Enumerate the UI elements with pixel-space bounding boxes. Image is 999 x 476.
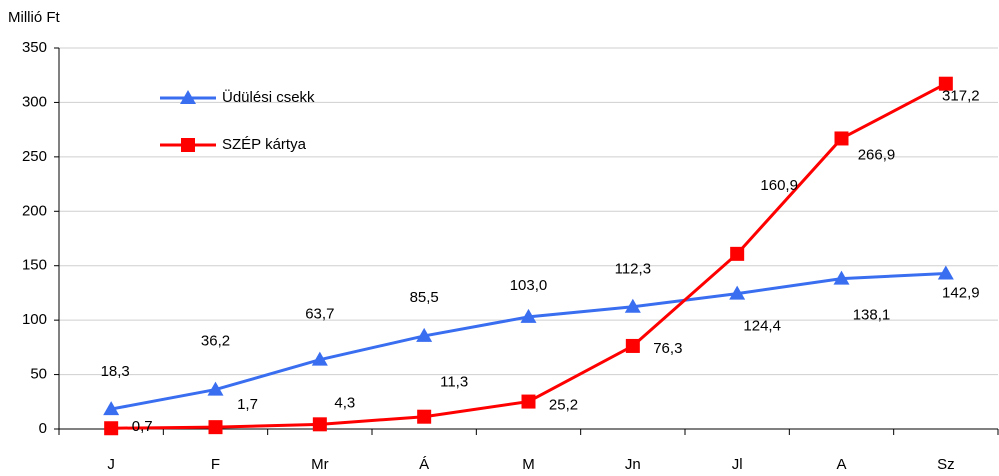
marker [729, 285, 746, 300]
data-label: 160,9 [760, 177, 798, 194]
x-tick-label: Á [419, 456, 429, 473]
x-tick-label: Mr [311, 456, 329, 473]
data-label: 25,2 [549, 397, 578, 414]
y-tick-label: 250 [22, 148, 47, 165]
y-tick-label: 150 [22, 257, 47, 274]
marker [833, 270, 850, 285]
data-label: 266,9 [858, 146, 896, 163]
marker [103, 401, 120, 416]
marker [207, 381, 224, 396]
y-tick-label: 50 [30, 366, 47, 383]
y-tick-label: 300 [22, 93, 47, 110]
marker [834, 131, 849, 146]
data-label: 1,7 [237, 396, 258, 413]
data-label: 317,2 [942, 88, 980, 105]
marker [938, 76, 953, 91]
marker [311, 351, 328, 366]
data-label: 142,9 [942, 284, 980, 301]
marker [625, 338, 640, 353]
y-tick-label: 350 [22, 39, 47, 56]
legend-label: SZÉP kártya [222, 136, 307, 153]
data-label: 4,3 [334, 394, 355, 411]
x-tick-label: Sz [937, 456, 955, 473]
x-tick-label: Jl [732, 456, 743, 473]
marker [417, 409, 432, 424]
marker [937, 265, 954, 280]
y-axis-label: Millió Ft [8, 9, 60, 26]
marker [520, 308, 537, 323]
data-label: 124,4 [743, 318, 781, 335]
y-tick-label: 200 [22, 202, 47, 219]
y-tick-label: 100 [22, 311, 47, 328]
marker [730, 246, 745, 261]
marker [104, 421, 119, 436]
y-tick-label: 0 [39, 420, 47, 437]
legend-label: Üdülési csekk [222, 88, 315, 106]
data-label: 103,0 [510, 277, 548, 294]
marker [416, 327, 433, 342]
data-label: 85,5 [410, 289, 439, 306]
data-label: 63,7 [305, 306, 334, 323]
data-label: 18,3 [101, 363, 130, 380]
marker [521, 394, 536, 409]
marker [180, 90, 196, 104]
data-label: 11,3 [440, 374, 468, 391]
x-tick-label: Jn [625, 456, 641, 473]
marker [208, 420, 223, 435]
data-label: 0,7 [132, 418, 153, 435]
x-tick-label: M [522, 456, 535, 473]
marker [624, 298, 641, 313]
marker [312, 417, 327, 432]
data-label: 138,1 [853, 307, 891, 324]
marker [181, 138, 195, 152]
data-label: 112,3 [615, 261, 651, 278]
data-label: 76,3 [653, 340, 682, 357]
data-label: 36,2 [201, 333, 230, 350]
x-tick-label: A [836, 456, 846, 473]
x-tick-label: F [211, 456, 220, 473]
x-tick-label: J [107, 456, 115, 473]
